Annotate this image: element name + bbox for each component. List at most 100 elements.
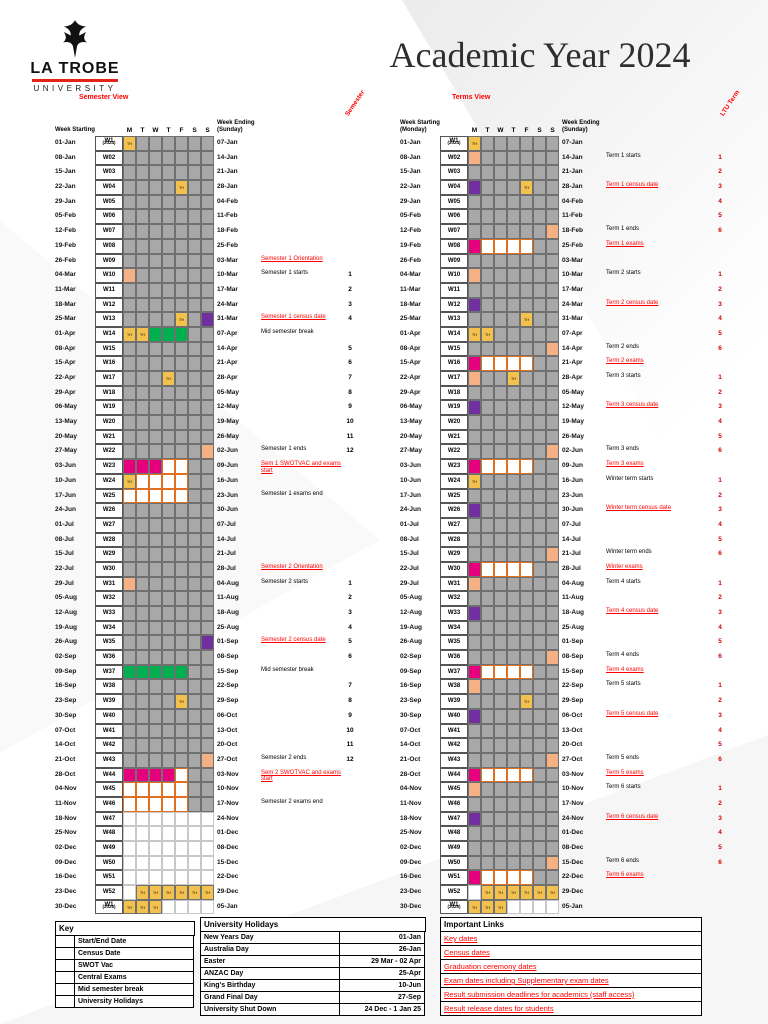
week-starting-date: 08-Jul xyxy=(55,535,74,543)
week-number-cell: W15 xyxy=(95,341,123,357)
teaching-week-cell xyxy=(520,209,533,225)
calendar-event-link[interactable]: Term 3 census date xyxy=(606,402,659,409)
day-cells xyxy=(123,165,214,181)
teaching-week-cell xyxy=(520,796,533,812)
teaching-week-cell xyxy=(507,606,520,621)
teaching-week-number xyxy=(343,797,357,812)
teaching-week-cell xyxy=(188,473,201,489)
teaching-week-cell xyxy=(188,224,201,239)
week-starting-date: 10-Jun xyxy=(400,476,421,484)
calendar-event-link[interactable]: Term 1 exams xyxy=(606,240,644,247)
teaching-week-number: 3 xyxy=(718,300,722,308)
calendar-event-note xyxy=(259,474,343,489)
week-ending-date: 18-Feb xyxy=(217,227,238,235)
important-link[interactable]: Census dates xyxy=(440,945,702,960)
teaching-week-number: 5 xyxy=(718,432,722,440)
day-letter-header: S xyxy=(205,127,210,134)
calendar-event-link[interactable]: Term 5 census date xyxy=(606,710,659,717)
teaching-week-number xyxy=(712,885,728,900)
day-cells xyxy=(468,517,559,533)
important-link[interactable]: Result release dates for students xyxy=(440,1001,702,1016)
teaching-week-cell xyxy=(533,209,546,225)
important-link[interactable]: Exam dates including Supplementary exam … xyxy=(440,973,702,988)
calendar-event-link[interactable]: Sem 2 SWOTVAC and exams start xyxy=(261,769,341,783)
week-ending-date: 05-May xyxy=(217,388,240,396)
university-holiday-cell: TH xyxy=(123,473,136,489)
week-starting-date: 26-Aug xyxy=(400,638,423,646)
teaching-week-cell xyxy=(175,444,188,460)
teaching-week-cell xyxy=(494,297,507,313)
calendar-week-row: 06-May W19 12-May Term 3 census date 3 xyxy=(400,400,728,416)
calendar-event-link[interactable]: Semester 1 census date xyxy=(261,314,326,321)
teaching-week-cell xyxy=(533,738,546,753)
week-number-cell: W39 xyxy=(440,694,468,709)
calendar-event-link[interactable]: Winter term census date xyxy=(606,505,672,512)
calendar-week-row: 02-Dec W49 08-Dec 5 xyxy=(400,841,728,856)
swot-vac-cell xyxy=(494,459,507,474)
week-ending-date: 15-Dec xyxy=(562,858,584,866)
teaching-week-cell xyxy=(201,561,214,577)
week-number-cell: W1 (2025) xyxy=(440,899,468,915)
teaching-week-cell xyxy=(481,473,494,489)
teaching-week-cell xyxy=(507,385,520,401)
week-ending-date: 28-Apr xyxy=(562,374,583,381)
teaching-week-cell xyxy=(546,136,559,151)
teaching-week-cell xyxy=(533,415,546,430)
teaching-week-number: 3 xyxy=(718,506,722,514)
week-starting-date: 22-Jan xyxy=(55,183,76,191)
important-link[interactable]: Graduation ceremony dates xyxy=(440,959,702,974)
calendar-week-row: 20-May W21 26-May 5 xyxy=(400,429,728,445)
week-number-cell: W20 xyxy=(440,415,468,430)
teaching-week-cell xyxy=(175,385,188,401)
holiday-date: 24 Dec - 1 Jan 25 xyxy=(339,1003,425,1016)
teaching-week-cell xyxy=(481,723,494,739)
teaching-week-cell xyxy=(481,650,494,665)
important-link[interactable]: Result submission deadlines for academic… xyxy=(440,987,702,1002)
calendar-event-link[interactable]: Term 6 exams xyxy=(606,872,644,879)
calendar-event-link[interactable]: Sem 1 SWOTVAC and exams start xyxy=(261,461,341,474)
calendar-week-row: 16-Sep W38 22-Sep Term 5 starts 1 xyxy=(400,679,728,695)
calendar-event-link[interactable]: Term 4 census date xyxy=(606,608,659,614)
swot-vac-cell xyxy=(494,561,507,577)
calendar-event-link[interactable]: Semester 2 Orientation xyxy=(261,563,323,570)
calendar-event-link[interactable]: Term 4 exams xyxy=(606,666,644,673)
day-cells xyxy=(123,796,214,812)
teaching-week-number: 6 xyxy=(718,227,722,235)
teaching-week-cell xyxy=(494,796,507,812)
non-teaching-cell xyxy=(175,811,188,827)
teaching-week-cell xyxy=(468,385,481,401)
day-cells xyxy=(468,679,559,695)
week-number-cell: W37 xyxy=(440,664,468,680)
teaching-week-number: 3 xyxy=(718,711,722,719)
teaching-week-cell xyxy=(188,238,201,254)
calendar-event-link[interactable]: Term 1 census date xyxy=(606,182,659,189)
teaching-week-cell xyxy=(520,429,533,445)
teaching-week-cell xyxy=(136,752,149,768)
week-number-cell: W09 xyxy=(95,253,123,269)
calendar-event-link[interactable]: Winter exams xyxy=(606,563,643,570)
important-link[interactable]: Key dates xyxy=(440,931,702,946)
calendar-event-link[interactable]: Term 2 census date xyxy=(606,299,659,306)
teaching-week-cell xyxy=(201,708,214,724)
calendar-event-link[interactable]: Term 2 exams xyxy=(606,358,644,365)
teaching-week-cell xyxy=(481,620,494,636)
calendar-event-link[interactable]: Term 6 census date xyxy=(606,813,659,820)
teaching-week-cell xyxy=(468,444,481,460)
teaching-week-cell xyxy=(136,180,149,195)
week-ending-date: 12-May xyxy=(562,403,585,411)
calendar-event-link[interactable]: Term 3 exams xyxy=(606,461,644,468)
teaching-week-cell xyxy=(188,341,201,357)
teaching-week-cell xyxy=(123,150,136,166)
calendar-event-link[interactable]: Term 5 exams xyxy=(606,769,644,776)
teaching-week-cell xyxy=(123,606,136,621)
teaching-week-number: 4 xyxy=(348,315,352,323)
teaching-week-cell xyxy=(136,576,149,592)
teaching-week-cell xyxy=(123,253,136,269)
calendar-event-link[interactable]: Semester 1 Orientation xyxy=(261,255,323,262)
calendar-event-link[interactable]: Semester 2 census date xyxy=(261,637,326,644)
calendar-week-row: 01-Jan W1 (2024) TH 07-Jan xyxy=(400,136,728,151)
teaching-week-cell xyxy=(533,547,546,562)
day-cells xyxy=(123,738,214,753)
calendar-week-row: 15-Jan W03 21-Jan 2 xyxy=(400,165,728,181)
teaching-week-cell xyxy=(468,429,481,445)
